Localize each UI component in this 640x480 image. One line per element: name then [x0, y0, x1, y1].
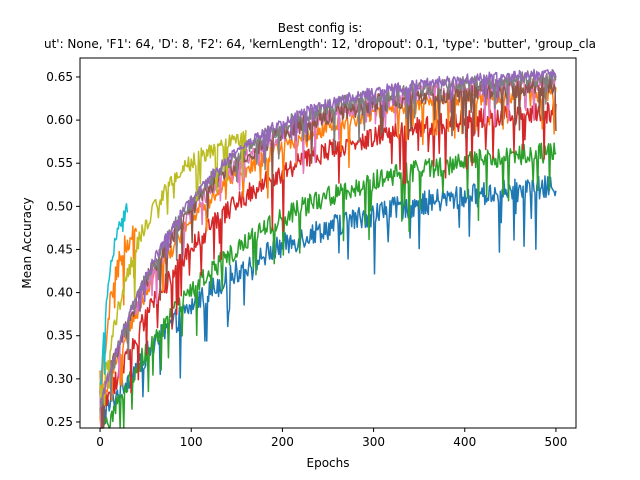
series-line — [99, 69, 557, 408]
x-tick-label: 100 — [180, 435, 203, 449]
series-line — [99, 203, 129, 386]
y-tick-label: 0.65 — [46, 70, 73, 84]
chart-title-line2: ut': None, 'F1': 64, 'D': 8, 'F2': 64, '… — [44, 37, 596, 51]
y-tick-label: 0.60 — [46, 113, 73, 127]
chart-title-line1: Best config is: — [278, 21, 363, 35]
x-tick-label: 400 — [453, 435, 476, 449]
y-tick-label: 0.40 — [46, 286, 73, 300]
x-tick-label: 0 — [96, 435, 104, 449]
series-line — [99, 129, 247, 406]
y-tick-label: 0.35 — [46, 329, 73, 343]
y-tick-label: 0.25 — [46, 415, 73, 429]
y-tick-label: 0.50 — [46, 199, 73, 213]
x-axis-label: Epochs — [307, 456, 350, 470]
series-line — [99, 101, 557, 428]
y-tick-label: 0.55 — [46, 156, 73, 170]
y-tick-label: 0.30 — [46, 372, 73, 386]
x-tick-label: 300 — [362, 435, 385, 449]
plot-frame — [79, 57, 577, 429]
series-line — [99, 225, 138, 429]
series-layer — [99, 68, 557, 429]
x-tick-label: 500 — [544, 435, 567, 449]
series-line — [99, 68, 557, 403]
x-tick-label: 200 — [271, 435, 294, 449]
series-line — [99, 175, 557, 425]
y-tick-label: 0.45 — [46, 242, 73, 256]
x-axis: 0 100 200 300 400 500 — [96, 428, 567, 449]
y-axis-label: Mean Accuracy — [20, 197, 34, 288]
y-axis: 0.25 0.30 0.35 0.40 0.45 0.50 0.55 0.60 0.65 — [46, 70, 80, 429]
